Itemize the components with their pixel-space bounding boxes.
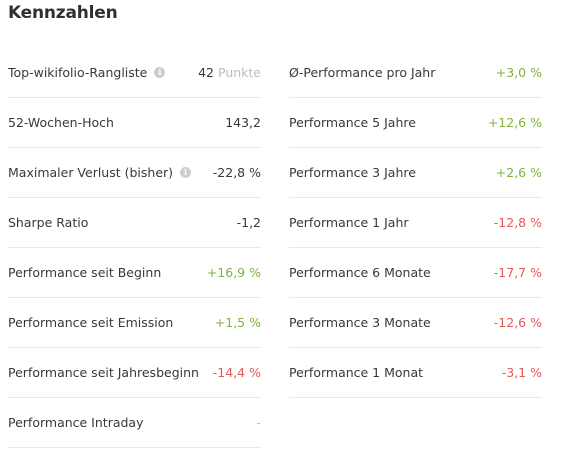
kpi-value: 42 Punkte (198, 65, 261, 80)
kpi-value: +12,6 % (487, 115, 542, 130)
kpi-value: -22,8 % (212, 165, 261, 180)
kpi-value: -1,2 (236, 215, 261, 230)
section-title: Kennzahlen (8, 3, 118, 23)
kpi-row-perf-intraday: Performance Intraday - (8, 398, 261, 448)
kpi-label: Performance 6 Monate (289, 265, 431, 280)
kpi-label: Performance 3 Jahre (289, 165, 416, 180)
kpi-value: - (256, 415, 261, 430)
kpi-value: -12,8 % (493, 215, 542, 230)
kpi-value: +3,0 % (495, 65, 542, 80)
info-icon[interactable]: i (180, 167, 192, 178)
kpi-label: Performance seit Beginn (8, 265, 162, 280)
kpi-row-max-verlust: Maximaler Verlust (bisher) i -22,8 % (8, 148, 261, 198)
kpi-row-perf-1-jahr: Performance 1 Jahr -12,8 % (289, 198, 542, 248)
kpi-label: Performance 5 Jahre (289, 115, 416, 130)
kpi-value: -17,7 % (493, 265, 542, 280)
kpi-column-left: Top-wikifolio-Rangliste i 42 Punkte 52-Wo… (8, 48, 261, 448)
kpi-column-right: Ø-Performance pro Jahr +3,0 % Performanc… (289, 48, 542, 398)
kpi-row-perf-5-jahre: Performance 5 Jahre +12,6 % (289, 98, 542, 148)
kpi-value: +1,5 % (214, 315, 261, 330)
kpi-row-perf-1-monat: Performance 1 Monat -3,1 % (289, 348, 542, 398)
kpi-label: Performance Intraday (8, 415, 144, 430)
kpi-value: -14,4 % (212, 365, 261, 380)
kpi-value: -12,6 % (493, 315, 542, 330)
kpi-label: Performance 1 Monat (289, 365, 424, 380)
kpi-label-container: Top-wikifolio-Rangliste i (8, 65, 166, 80)
kpi-value: +16,9 % (206, 265, 261, 280)
kpi-row-perf-3-jahre: Performance 3 Jahre +2,6 % (289, 148, 542, 198)
kpi-label: 52-Wochen-Hoch (8, 115, 114, 130)
kpi-row-perf-seit-beginn: Performance seit Beginn +16,9 % (8, 248, 261, 298)
kpi-value-number: 42 (198, 65, 214, 80)
kpi-label: Performance 3 Monate (289, 315, 431, 330)
kpi-row-perf-6-monate: Performance 6 Monate -17,7 % (289, 248, 542, 298)
kpi-value: 143,2 (225, 115, 261, 130)
kpi-row-avg-perf-jahr: Ø-Performance pro Jahr +3,0 % (289, 48, 542, 98)
kpi-label: Top-wikifolio-Rangliste (8, 65, 148, 80)
kpi-value: -3,1 % (501, 365, 542, 380)
kpi-label: Sharpe Ratio (8, 215, 89, 230)
kpi-row-rangliste: Top-wikifolio-Rangliste i 42 Punkte (8, 48, 261, 98)
kpi-row-perf-seit-emission: Performance seit Emission +1,5 % (8, 298, 261, 348)
kpi-label: Maximaler Verlust (bisher) (8, 165, 174, 180)
kpi-label-container: Maximaler Verlust (bisher) i (8, 165, 192, 180)
kpi-label: Ø-Performance pro Jahr (289, 65, 436, 80)
kpi-label: Performance seit Emission (8, 315, 174, 330)
kpi-value: +2,6 % (495, 165, 542, 180)
kpi-value-unit: Punkte (218, 65, 261, 80)
kpi-row-perf-seit-jahresbeginn: Performance seit Jahresbeginn -14,4 % (8, 348, 261, 398)
info-icon[interactable]: i (154, 67, 166, 78)
kpi-row-perf-3-monate: Performance 3 Monate -12,6 % (289, 298, 542, 348)
kpi-row-52-wochen-hoch: 52-Wochen-Hoch 143,2 (8, 98, 261, 148)
kpi-row-sharpe-ratio: Sharpe Ratio -1,2 (8, 198, 261, 248)
kpi-label: Performance 1 Jahr (289, 215, 409, 230)
kpi-label: Performance seit Jahresbeginn (8, 365, 199, 380)
